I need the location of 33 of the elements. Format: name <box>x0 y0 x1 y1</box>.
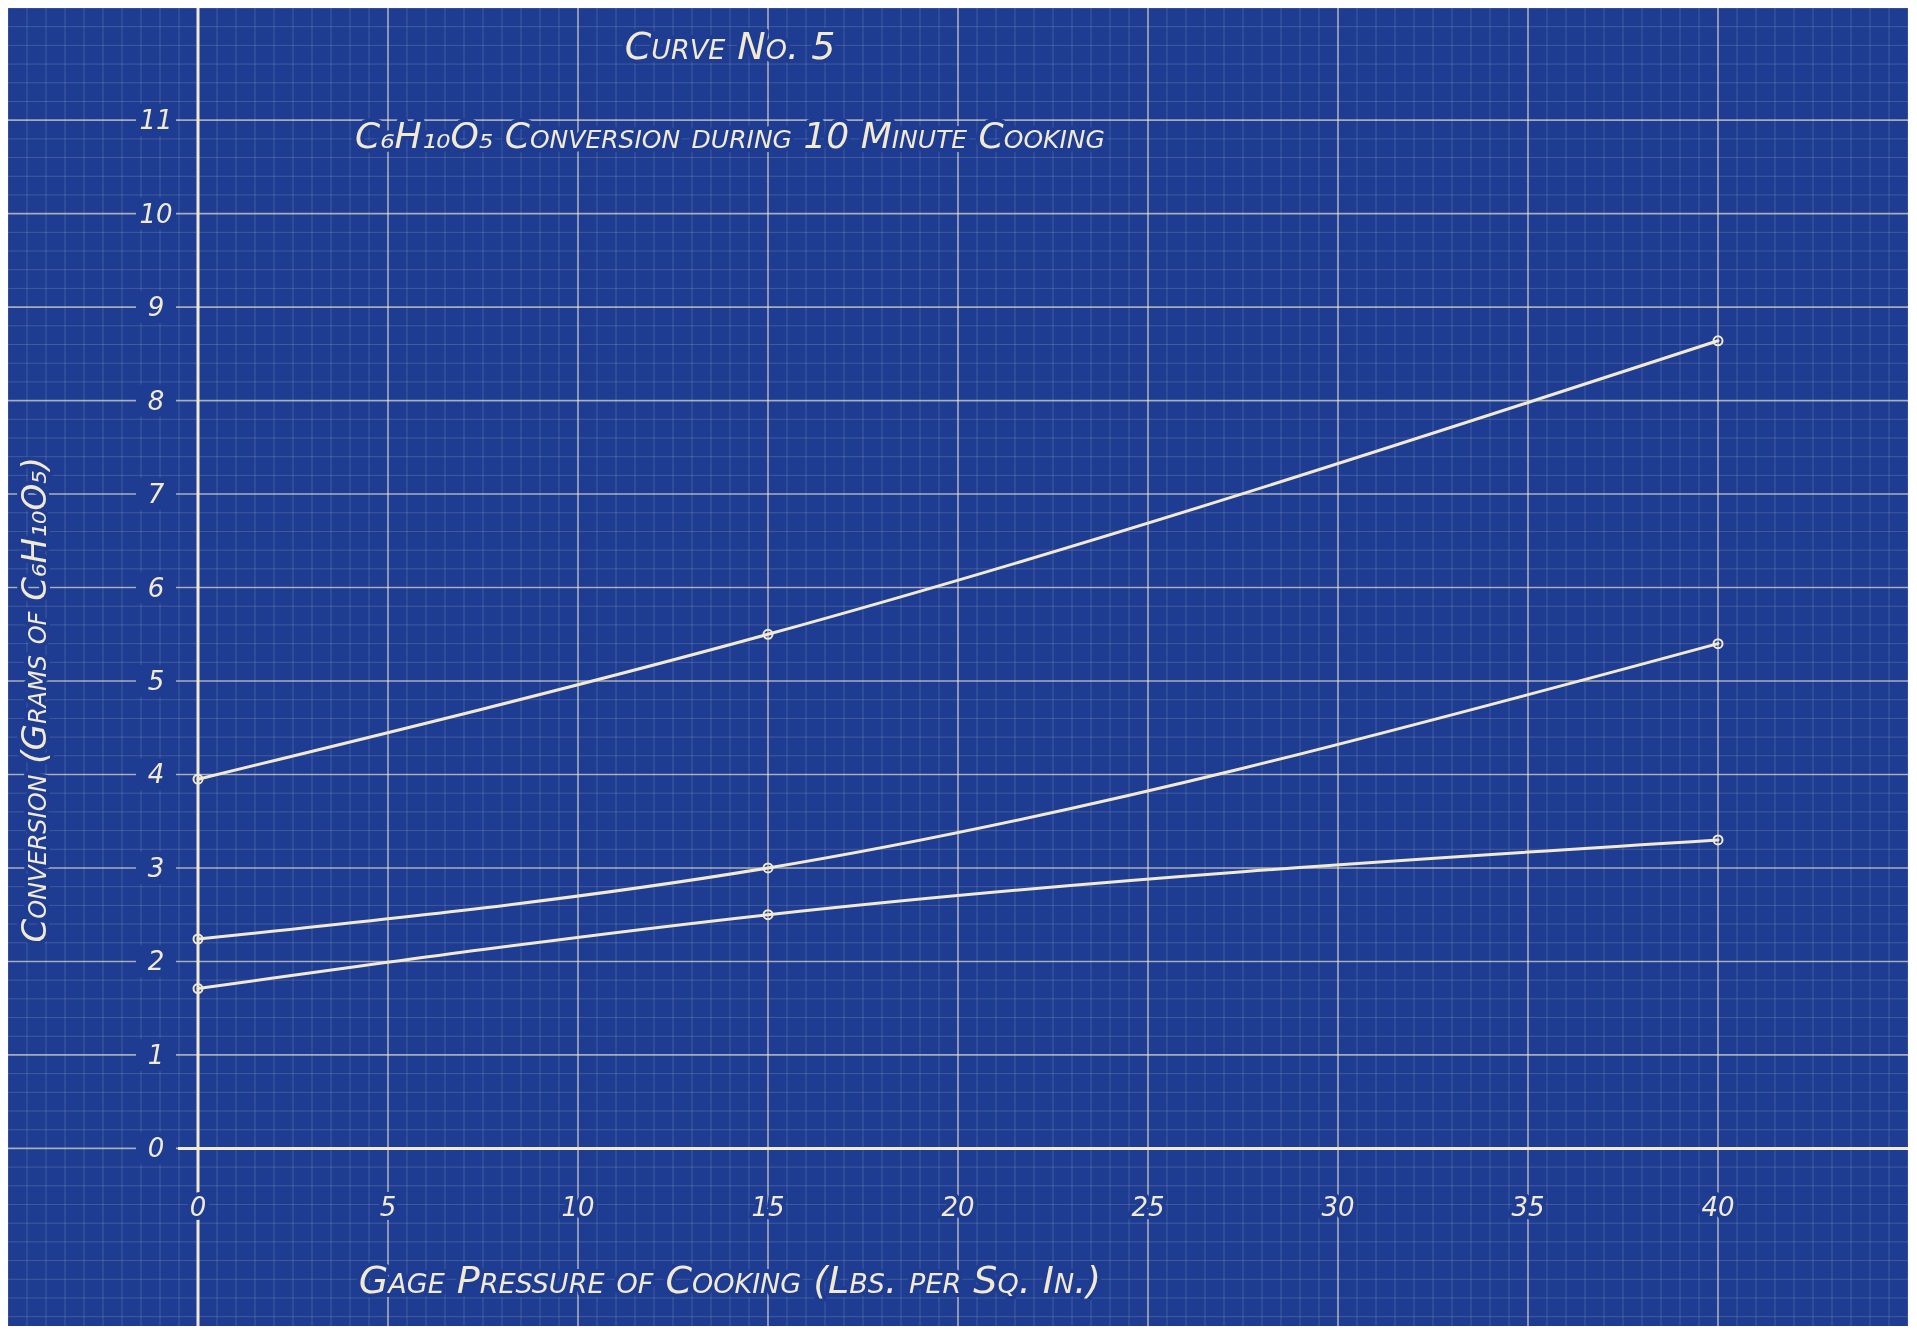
x-tick-label: 5 <box>379 1192 397 1223</box>
y-tick-label: 6 <box>147 572 165 603</box>
x-tick-label: 10 <box>561 1192 595 1223</box>
y-tick-label: 10 <box>139 198 173 229</box>
y-tick-label: 2 <box>147 946 165 977</box>
x-axis-title: Gage Pressure of Cooking (Lbs. per Sq. In.) <box>358 1258 1102 1303</box>
point <box>1712 834 1724 846</box>
text: C₆H₁₀O₅ Conversion during 10 Minute Cooking <box>355 115 1105 157</box>
x-tick-label: 40 <box>1701 1192 1735 1223</box>
point <box>762 628 774 640</box>
y-tick-label: 8 <box>147 385 165 416</box>
y-tick-label: 1 <box>147 1039 165 1070</box>
y-tick-label: 0 <box>147 1133 165 1164</box>
x-tick-label: 25 <box>1131 1192 1165 1223</box>
x-tick-label: 15 <box>751 1192 785 1223</box>
point <box>762 862 774 874</box>
point <box>192 773 204 785</box>
x-tick-label: 35 <box>1511 1192 1545 1223</box>
y-tick-label: 4 <box>147 759 165 790</box>
point <box>762 909 774 921</box>
y-tick-label: 5 <box>147 666 165 697</box>
y-tick-label: 3 <box>147 852 165 883</box>
point <box>192 933 204 945</box>
y-tick-label: 11 <box>139 105 173 136</box>
x-tick-label: 20 <box>941 1192 975 1223</box>
point <box>192 983 204 995</box>
x-tick-label: 30 <box>1321 1192 1355 1223</box>
text: Curve No. 5 <box>624 24 836 69</box>
point <box>1712 638 1724 650</box>
y-tick-label: 7 <box>147 479 165 510</box>
point <box>1712 335 1724 347</box>
y-tick-label: 9 <box>147 292 165 323</box>
y-axis-title: Conversion (Grams of C₆H₁₀O₅) <box>14 456 54 943</box>
